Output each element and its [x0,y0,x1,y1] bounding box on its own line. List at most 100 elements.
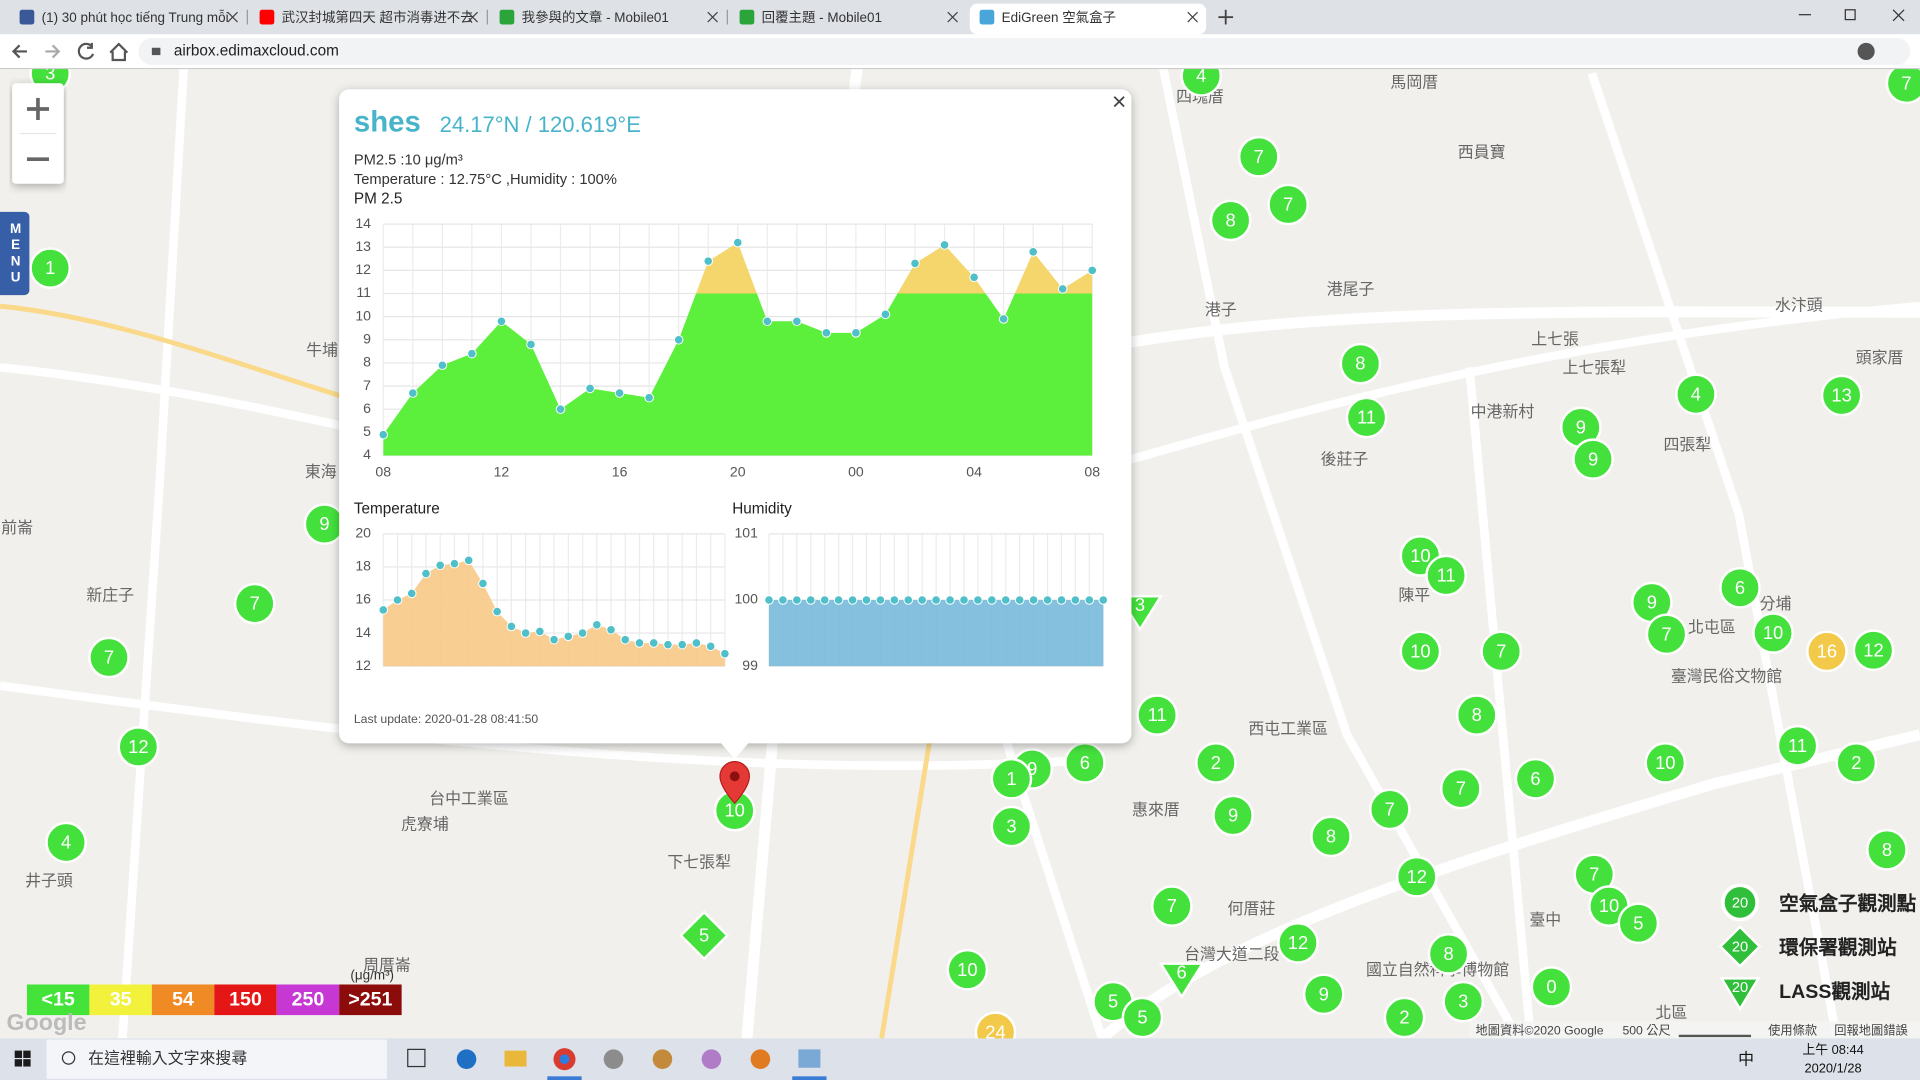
station-marker[interactable]: 7 [1151,885,1193,927]
station-marker[interactable]: 7 [1440,767,1482,810]
station-marker[interactable]: 8 [1310,815,1352,858]
data-point [778,595,788,605]
aqi-unit: (μg/m³) [350,967,394,982]
tab[interactable]: (1) 30 phút học tiếng Trung mỗi [19,9,238,25]
start-button[interactable] [14,1050,31,1067]
tab[interactable]: EdiGreen 空氣盒子 [969,3,1207,35]
station-marker[interactable]: 5 [1617,902,1660,945]
marker-shape [1310,815,1352,858]
marker-shape [946,948,989,991]
station-marker[interactable]: 8 [1339,342,1382,385]
station-marker[interactable]: 8 [1455,694,1498,736]
tab-close[interactable] [947,11,958,23]
data-point [959,595,969,605]
station-marker[interactable]: 11 [1776,724,1819,767]
station-marker[interactable]: 9 [1212,794,1254,837]
station-marker[interactable]: 12 [1395,855,1438,898]
station-marker[interactable]: 9 [303,503,346,545]
zoom-in[interactable] [26,97,49,120]
ime-indicator[interactable]: 中 [1738,1051,1754,1069]
station-marker[interactable]: 7 [1645,613,1688,656]
tab[interactable]: 回覆主題 - Mobile01 [726,9,958,25]
station-marker[interactable]: 3 [990,805,1033,848]
station-marker[interactable]: 6 [1064,742,1106,784]
tab-close[interactable] [467,11,478,23]
station-marker[interactable]: 6 [1719,566,1761,609]
station-marker[interactable]: 7 [1885,62,1920,105]
url[interactable]: airbox.edimaxcloud.com [174,42,339,59]
pinned-apps[interactable] [407,1048,827,1080]
tab[interactable]: 我參與的文章 - Mobile01 [486,9,718,25]
station-marker[interactable]: 4 [1675,373,1717,416]
clock-time[interactable]: 上午 08:44 [1802,1042,1863,1057]
google-logo: Google [6,1009,86,1035]
station-marker[interactable]: 6 [1158,961,1205,1000]
marker-value: 9 [1228,805,1238,826]
profile-icon[interactable] [1857,42,1875,60]
omnibox[interactable] [138,37,1911,65]
station-marker[interactable]: 12 [1277,922,1319,964]
station-marker[interactable]: 2 [1835,742,1878,784]
last-update: Last update: 2020-01-28 08:41:50 [354,712,539,726]
station-marker[interactable]: 7 [1267,183,1309,226]
marker-value: 9 [1319,983,1329,1004]
tab-title[interactable]: (1) 30 phút học tiếng Trung mỗi [42,10,229,25]
tab-title[interactable]: EdiGreen 空氣盒子 [1002,9,1116,25]
search-box[interactable] [46,1039,387,1079]
menu-label[interactable]: MENU [8,221,23,286]
station-marker[interactable]: 11 [1345,396,1388,439]
report-link[interactable]: 回報地圖錯誤 [1834,1022,1907,1037]
tab-close[interactable] [707,11,718,23]
station-marker[interactable]: 7 [233,582,276,625]
station-marker[interactable]: 10 [946,948,989,991]
station-marker[interactable]: 16 [1806,630,1848,673]
station-marker[interactable]: 12 [117,726,160,768]
station-marker[interactable]: 1 [29,247,72,289]
station-marker[interactable]: 0 [1530,966,1573,1008]
station-marker[interactable]: 3 [1442,980,1485,1023]
station-marker[interactable]: 2 [1383,996,1426,1039]
clock-date[interactable]: 2020/1/28 [1804,1060,1861,1075]
terms-link[interactable]: 使用條款 [1768,1022,1817,1037]
station-marker[interactable]: 8 [1866,828,1908,871]
marker-value: 7 [1456,778,1466,799]
y-tick-label: 12 [355,657,371,673]
menu-tab[interactable] [0,211,30,296]
station-marker[interactable]: 10 [713,789,756,832]
tab-close[interactable] [1187,11,1198,23]
station-marker[interactable]: 4 [45,821,87,864]
station-marker[interactable]: 10 [1399,630,1442,673]
nav-buttons[interactable] [11,42,129,62]
search-placeholder[interactable]: 在這裡輸入文字來搜尋 [88,1048,247,1067]
station-marker[interactable]: 5 [1121,996,1164,1039]
station-marker[interactable]: 1 [990,757,1033,800]
tab-title[interactable]: 武汉封城第四天 超市消毒进不去 [282,9,474,25]
tab-title[interactable]: 我參與的文章 - Mobile01 [522,9,669,25]
station-marker[interactable]: 9 [1631,581,1673,624]
station-marker[interactable]: 11 [1425,554,1467,597]
station-marker[interactable]: 13 [1820,374,1863,417]
window-controls[interactable] [1798,9,1905,22]
popup-close[interactable] [1113,96,1125,108]
station-marker[interactable]: 10 [1644,742,1687,784]
station-marker[interactable]: 7 [1368,788,1411,831]
station-marker[interactable]: 7 [88,636,130,679]
tab[interactable]: 武汉封城第四天 超市消毒进不去 [246,9,478,25]
data-point [861,595,872,605]
station-marker[interactable]: 11 [1136,694,1178,736]
station-marker[interactable]: 10 [1752,612,1794,654]
station-marker[interactable]: 8 [1427,933,1470,975]
station-marker[interactable]: 2 [1195,742,1237,784]
station-marker[interactable]: 8 [1209,199,1252,242]
station-marker[interactable]: 7 [1237,135,1280,178]
station-marker[interactable]: 6 [1514,757,1557,800]
station-marker[interactable]: 9 [1302,973,1345,1016]
tab-close[interactable] [227,11,238,23]
tab-title[interactable]: 回覆主題 - Mobile01 [762,10,882,25]
station-marker[interactable]: 12 [1852,629,1895,672]
marker-shape [88,636,130,679]
station-marker[interactable]: 7 [1480,630,1523,673]
station-marker[interactable]: 9 [1572,438,1614,480]
new-tab[interactable] [1218,9,1234,25]
station-marker[interactable]: 5 [679,910,730,961]
